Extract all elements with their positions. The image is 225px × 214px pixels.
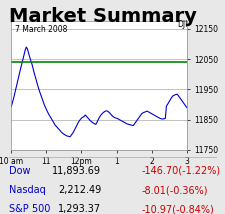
Text: Nasdaq: Nasdaq <box>9 185 46 195</box>
Text: 2,212.49: 2,212.49 <box>58 185 101 195</box>
Text: -146.70(-1.22%): -146.70(-1.22%) <box>142 166 221 176</box>
Text: -10.97(-0.84%): -10.97(-0.84%) <box>142 204 214 214</box>
Text: DJI: DJI <box>178 20 188 29</box>
Text: -8.01(-0.36%): -8.01(-0.36%) <box>142 185 208 195</box>
Text: 1,293.37: 1,293.37 <box>58 204 101 214</box>
Text: S&P 500: S&P 500 <box>9 204 50 214</box>
Text: Dow: Dow <box>9 166 31 176</box>
Text: Market Summary: Market Summary <box>9 7 197 27</box>
Text: 7 March 2008: 7 March 2008 <box>15 25 67 34</box>
Text: 11,893.69: 11,893.69 <box>52 166 101 176</box>
